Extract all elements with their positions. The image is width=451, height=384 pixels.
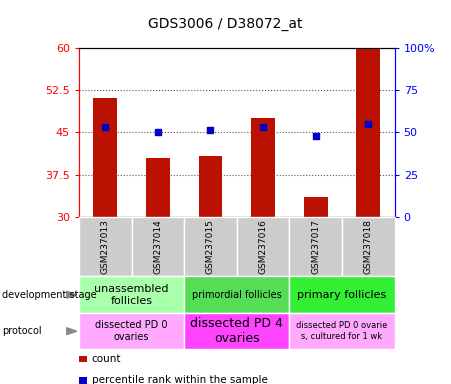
Text: GSM237014: GSM237014 xyxy=(153,219,162,274)
Text: GSM237018: GSM237018 xyxy=(364,219,373,274)
Text: percentile rank within the sample: percentile rank within the sample xyxy=(92,375,267,384)
Text: dissected PD 0 ovarie
s, cultured for 1 wk: dissected PD 0 ovarie s, cultured for 1 … xyxy=(296,321,388,341)
Text: primary follicles: primary follicles xyxy=(297,290,387,300)
Text: primordial follicles: primordial follicles xyxy=(192,290,282,300)
Text: GSM237013: GSM237013 xyxy=(101,219,110,274)
Point xyxy=(101,124,109,131)
Text: GSM237017: GSM237017 xyxy=(311,219,320,274)
Point xyxy=(259,124,267,130)
Text: GSM237016: GSM237016 xyxy=(258,219,267,274)
Text: count: count xyxy=(92,354,121,364)
Bar xyxy=(198,156,222,217)
Text: unassembled
follicles: unassembled follicles xyxy=(94,284,169,306)
Bar xyxy=(146,158,170,217)
Point xyxy=(154,129,161,136)
Text: protocol: protocol xyxy=(2,326,42,336)
Bar xyxy=(93,98,117,217)
Text: development stage: development stage xyxy=(2,290,97,300)
Text: dissected PD 4
ovaries: dissected PD 4 ovaries xyxy=(190,317,283,345)
Bar xyxy=(251,118,275,217)
Text: dissected PD 0
ovaries: dissected PD 0 ovaries xyxy=(95,320,168,342)
Text: GDS3006 / D38072_at: GDS3006 / D38072_at xyxy=(148,17,303,31)
Point xyxy=(312,133,319,139)
Text: GSM237015: GSM237015 xyxy=(206,219,215,274)
Bar xyxy=(304,197,327,217)
Point xyxy=(207,127,214,133)
Bar xyxy=(356,49,380,217)
Point xyxy=(365,121,372,127)
